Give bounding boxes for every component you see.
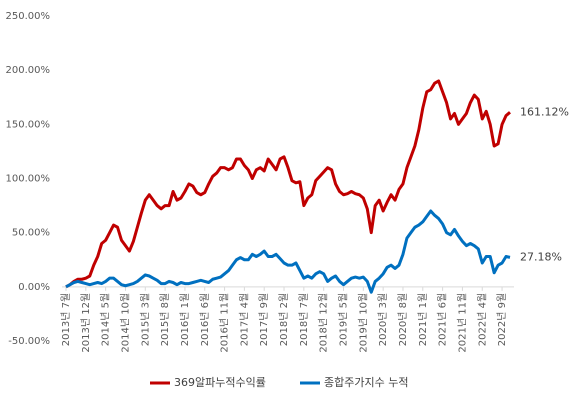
y-tick-label: 150.00% xyxy=(6,119,51,130)
x-tick-label: 2018년 7월 xyxy=(298,293,310,346)
series-line xyxy=(65,79,511,289)
x-tick-label: 2013년 12월 xyxy=(80,293,92,353)
legend-label: 369알파누적수익률 xyxy=(174,375,266,389)
x-tick-label: 2019년 10월 xyxy=(357,293,369,353)
data-label: 161.12% xyxy=(520,105,569,118)
legend-label: 종합주가지수 누적 xyxy=(324,376,408,389)
x-tick-label: 2021년 11월 xyxy=(456,293,468,353)
x-tick-label: 2013년 7월 xyxy=(60,293,72,346)
x-tick-label: 2016년 11월 xyxy=(219,293,231,353)
x-tick-label: 2018년 12월 xyxy=(318,293,330,353)
x-tick-label: 2016년 1월 xyxy=(179,293,191,346)
y-tick-label: 200.00% xyxy=(6,65,51,76)
x-tick-label: 2016년 6월 xyxy=(199,293,211,346)
x-tick-label: 2021년 6월 xyxy=(437,293,449,346)
x-tick-label: 2021년 1월 xyxy=(417,293,429,346)
x-tick-label: 2018년 2월 xyxy=(278,293,290,346)
y-tick-label: 0.00% xyxy=(18,282,50,293)
x-tick-label: 2020년 3월 xyxy=(377,293,389,346)
x-tick-label: 2014년 5월 xyxy=(100,293,112,346)
x-tick-label: 2022년 4월 xyxy=(476,293,488,346)
data-label: 27.18% xyxy=(520,250,562,263)
legend: 369알파누적수익률 종합주가지수 누적 xyxy=(150,375,408,389)
x-tick-label: 2020년 8월 xyxy=(397,293,409,346)
x-tick-label: 2019년 5월 xyxy=(338,293,350,346)
x-tick-label: 2017년 9월 xyxy=(258,293,270,346)
x-tick-label: 2014년 10월 xyxy=(119,293,131,353)
y-tick-label: -50.00% xyxy=(8,336,50,347)
x-tick-label: 2015년 8월 xyxy=(159,293,171,346)
series-line xyxy=(65,209,511,294)
y-tick-label: 100.00% xyxy=(6,174,51,185)
x-tick-label: 2022년 9월 xyxy=(496,293,508,346)
x-tick-label: 2017년 4월 xyxy=(238,293,250,346)
y-tick-label: 50.00% xyxy=(12,228,50,239)
y-tick-label: 250.00% xyxy=(6,11,51,22)
x-tick-label: 2015년 3월 xyxy=(139,293,151,346)
